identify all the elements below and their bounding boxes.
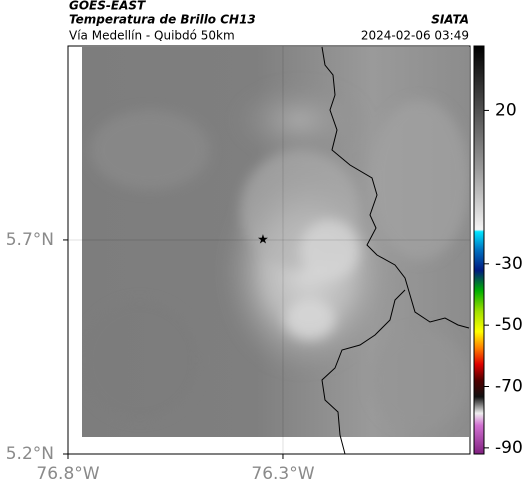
colorbar-tick-label: -50 bbox=[495, 315, 523, 335]
credit-label: SIATA bbox=[431, 13, 469, 27]
colorbar-tick-label: 20 bbox=[495, 100, 517, 120]
colorbar-tick-label: -90 bbox=[495, 438, 523, 458]
x-tick-label: 76.8°W bbox=[36, 464, 99, 484]
border-lines bbox=[321, 46, 470, 455]
colorbar-tick-label: -70 bbox=[495, 377, 523, 397]
source-label: GOES-EAST bbox=[69, 0, 146, 13]
product-title: Temperatura de Brillo CH13 bbox=[69, 13, 256, 27]
colorbar-tick-label: -30 bbox=[495, 254, 523, 274]
city-marker: ★ bbox=[257, 233, 269, 248]
x-tick-label: 76.3°W bbox=[251, 464, 314, 484]
y-tick-label: 5.7°N bbox=[6, 230, 54, 250]
satellite-image bbox=[82, 47, 469, 437]
map-frame bbox=[67, 45, 471, 455]
region-subtitle: Vía Medellín - Quibdó 50km bbox=[69, 29, 235, 43]
y-tick-label: 5.2°N bbox=[6, 444, 54, 464]
timestamp: 2024-02-06 03:49 bbox=[361, 29, 469, 43]
colorbar bbox=[473, 45, 485, 455]
